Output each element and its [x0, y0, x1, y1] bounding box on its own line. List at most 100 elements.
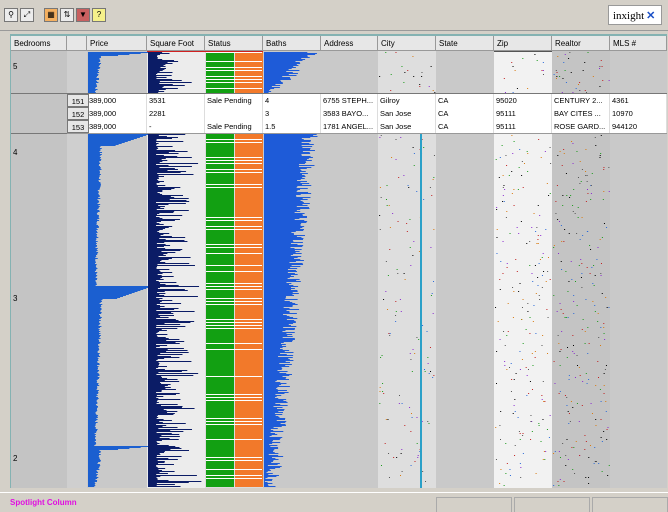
dot [560, 225, 562, 226]
cell-baths[interactable]: 3 [263, 107, 321, 120]
sqft-bar [148, 474, 157, 475]
header-status[interactable]: Status [205, 36, 263, 51]
header-bedrooms[interactable]: Bedrooms [11, 36, 67, 51]
dot [387, 419, 389, 420]
sqft-bar [148, 340, 167, 341]
sqft-bar [148, 461, 165, 462]
filter-icon[interactable]: ▼ [76, 8, 90, 22]
price-bar [88, 182, 101, 183]
header-square-foot[interactable]: Square Foot [147, 36, 205, 51]
price-bar [88, 216, 99, 217]
header-baths[interactable]: Baths [263, 36, 321, 51]
status-gap [206, 376, 262, 377]
cell-city[interactable]: San Jose [378, 120, 436, 133]
cell-state[interactable]: CA [436, 120, 494, 133]
dot [541, 345, 543, 346]
table-row[interactable]: 153 389,000- Sale Pending 1.5 1781 ANGEL... S… [67, 120, 667, 134]
header-realtor[interactable]: Realtor [552, 36, 610, 51]
dot [498, 177, 500, 178]
dot [539, 259, 541, 260]
cell-sqft[interactable]: 2281 [147, 107, 205, 120]
table-row[interactable]: 152 389,000 2281 3 3583 BAYO... San Jose CA 951… [67, 107, 667, 121]
baths-bar [264, 443, 273, 444]
price-bar [88, 421, 96, 422]
cell-state[interactable]: CA [436, 94, 494, 107]
price-bar [88, 158, 101, 159]
cell-sqft[interactable]: - [147, 120, 205, 133]
cell-address[interactable]: 3583 BAYO... [321, 107, 378, 120]
cell-realtor[interactable]: CENTURY 2... [552, 94, 610, 107]
sqft-bar [148, 161, 163, 162]
sqft-bar [148, 473, 168, 474]
help-icon[interactable]: ? [92, 8, 106, 22]
cell-realtor[interactable]: ROSE GARD... [552, 120, 610, 133]
cell-address[interactable]: 1781 ANGEL... [321, 120, 378, 133]
cell-city[interactable]: San Jose [378, 107, 436, 120]
cell-baths[interactable]: 4 [263, 94, 321, 107]
dot [573, 295, 575, 296]
sqft-bar [148, 326, 186, 327]
header-address[interactable]: Address [321, 36, 378, 51]
cell-price[interactable]: 389,000 [87, 120, 147, 133]
cell-mls[interactable]: 944120 [610, 120, 667, 133]
cell-status[interactable]: Sale Pending [205, 94, 263, 107]
sqft-bar [148, 163, 199, 164]
price-bar [88, 285, 96, 286]
price-bar [88, 244, 96, 245]
header-state[interactable]: State [436, 36, 494, 51]
price-bar [88, 204, 101, 205]
status-gap [206, 457, 262, 458]
cell-price[interactable]: 389,000 [87, 107, 147, 120]
header-city[interactable]: City [378, 36, 436, 51]
cell-status[interactable]: Sale Pending [205, 120, 263, 133]
sqft-bar [148, 459, 178, 460]
cell-baths[interactable]: 1.5 [263, 120, 321, 133]
price-bar [88, 478, 98, 479]
header-price[interactable]: Price [87, 36, 147, 51]
price-bar [88, 440, 96, 441]
pin-icon[interactable]: ⚲ [4, 8, 18, 22]
baths-bar [264, 343, 281, 344]
cell-state[interactable]: CA [436, 107, 494, 120]
cell-status[interactable] [205, 107, 263, 120]
dot [519, 283, 521, 284]
baths-bar [264, 354, 287, 355]
table-row[interactable]: 151 389,000 3531 Sale Pending 4 6755 STEPH...… [67, 94, 667, 108]
cell-realtor[interactable]: BAY CITES ... [552, 107, 610, 120]
sqft-bar [148, 235, 161, 236]
header-mls[interactable]: MLS # [610, 36, 667, 51]
sort-icon[interactable]: ⇅ [60, 8, 74, 22]
cell-zip[interactable]: 95111 [494, 107, 552, 120]
dot [545, 451, 547, 452]
table-lens-grid[interactable]: Bedrooms Price Square Foot Status Baths … [10, 34, 667, 488]
table-icon[interactable]: ▦ [44, 8, 58, 22]
price-bar [88, 253, 98, 254]
price-bar [88, 476, 97, 477]
cell-price[interactable]: 389,000 [87, 94, 147, 107]
sqft-bar [148, 74, 157, 75]
cell-sqft[interactable]: 3531 [147, 94, 205, 107]
zoom-icon[interactable]: ⤢ [20, 8, 34, 22]
price-bar [88, 414, 97, 415]
price-bar [88, 329, 100, 330]
cell-mls[interactable]: 10970 [610, 107, 667, 120]
baths-bar [264, 421, 287, 422]
sqft-bar [148, 71, 160, 72]
header-zip[interactable]: Zip [494, 36, 552, 51]
dot [597, 321, 599, 322]
baths-bar [264, 255, 291, 256]
dot [506, 335, 508, 336]
cell-mls[interactable]: 4361 [610, 94, 667, 107]
cell-city[interactable]: Gilroy [378, 94, 436, 107]
dot [385, 199, 387, 200]
price-bar [88, 477, 99, 478]
price-bar [88, 217, 99, 218]
dot [598, 377, 600, 378]
sqft-bar [148, 334, 168, 335]
cell-zip[interactable]: 95111 [494, 120, 552, 133]
dot [566, 439, 568, 440]
dot [544, 401, 546, 402]
sqft-bar [148, 375, 194, 376]
cell-zip[interactable]: 95020 [494, 94, 552, 107]
cell-address[interactable]: 6755 STEPH... [321, 94, 378, 107]
